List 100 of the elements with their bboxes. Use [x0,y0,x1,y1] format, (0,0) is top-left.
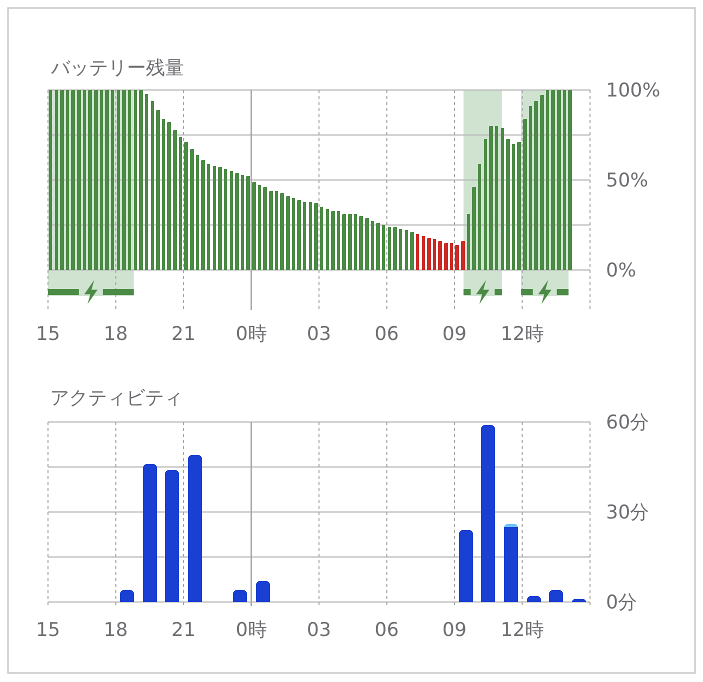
x-tick-label: 03 [306,323,332,345]
bar [156,110,160,270]
bar [190,149,194,270]
x-tick-label: 21 [171,323,196,345]
bar [314,203,318,270]
x-tick-label: 06 [374,619,399,641]
bar [167,122,171,270]
bar [495,126,498,270]
x-tick-label: 12時 [500,323,544,345]
bar [427,238,431,270]
bar [365,218,369,270]
bar [66,90,69,270]
bar [534,101,538,270]
bar [139,90,143,270]
bar [235,173,239,270]
bar [478,164,481,270]
bar [258,185,261,270]
bar [173,130,177,270]
bar [241,175,244,270]
bar [77,90,81,270]
bar [512,144,515,270]
bar [517,142,521,270]
x-tick-label: 15 [36,323,60,345]
bar [568,90,572,270]
bar [523,119,527,270]
bar [450,243,453,270]
bar [49,90,52,270]
bar [303,202,306,270]
x-tick-label: 21 [171,619,196,641]
bar [105,90,109,270]
x-tick-label: 12時 [500,619,544,641]
bar [416,234,419,270]
bar [145,94,148,270]
bar [551,90,555,270]
bar [331,211,335,270]
bar [326,209,329,270]
bar [455,245,459,270]
chart-title: バッテリー残量 [50,57,184,79]
bar [461,241,465,270]
bar [546,90,549,270]
bar [280,193,284,270]
y-tick-label: 100% [606,80,660,102]
bar [433,239,436,270]
bar [354,214,357,270]
bar [117,90,120,270]
y-tick-label: 60分 [606,412,650,434]
bar [83,90,86,270]
x-tick-label: 18 [104,619,128,641]
bar [286,196,290,270]
bar [252,182,256,270]
x-tick-label: 0時 [236,323,267,345]
bar [410,232,414,270]
bar [348,214,352,270]
bar [297,200,301,270]
bar [122,90,126,270]
bar [359,216,363,270]
x-tick-label: 18 [104,323,128,345]
bar [162,119,165,270]
bar [263,187,267,270]
bar [342,214,346,270]
x-tick-label: 0時 [236,619,267,641]
bar [371,221,374,270]
bar [71,90,75,270]
bar [207,164,210,270]
y-tick-label: 30分 [606,502,650,524]
bar [444,243,448,270]
bar [557,90,561,270]
bar [230,171,233,270]
bar [489,126,493,270]
bar [224,169,227,270]
bar [309,202,312,270]
bar [184,142,188,270]
bar [134,90,137,270]
bar [388,227,391,270]
bar [111,90,114,270]
bar [506,139,510,270]
bar [501,128,504,270]
bar [201,160,205,270]
bar [55,90,58,270]
y-tick-label: 50% [606,170,648,192]
bar [422,236,425,270]
bar [399,229,402,270]
bar [60,90,64,270]
x-tick-label: 15 [36,619,60,641]
bar [337,211,340,270]
bar [292,198,295,270]
x-tick-label: 03 [306,619,332,641]
bar [472,187,476,270]
x-tick-label: 06 [374,323,399,345]
bar [218,167,222,270]
chart-title: アクティビティ [50,387,183,409]
bar [151,101,154,270]
bar [88,90,92,270]
bar [275,191,278,270]
bar [320,207,323,270]
x-tick-label: 09 [442,323,467,345]
bar [269,191,273,270]
bar [405,230,408,270]
bar [382,225,385,270]
bar [393,227,397,270]
